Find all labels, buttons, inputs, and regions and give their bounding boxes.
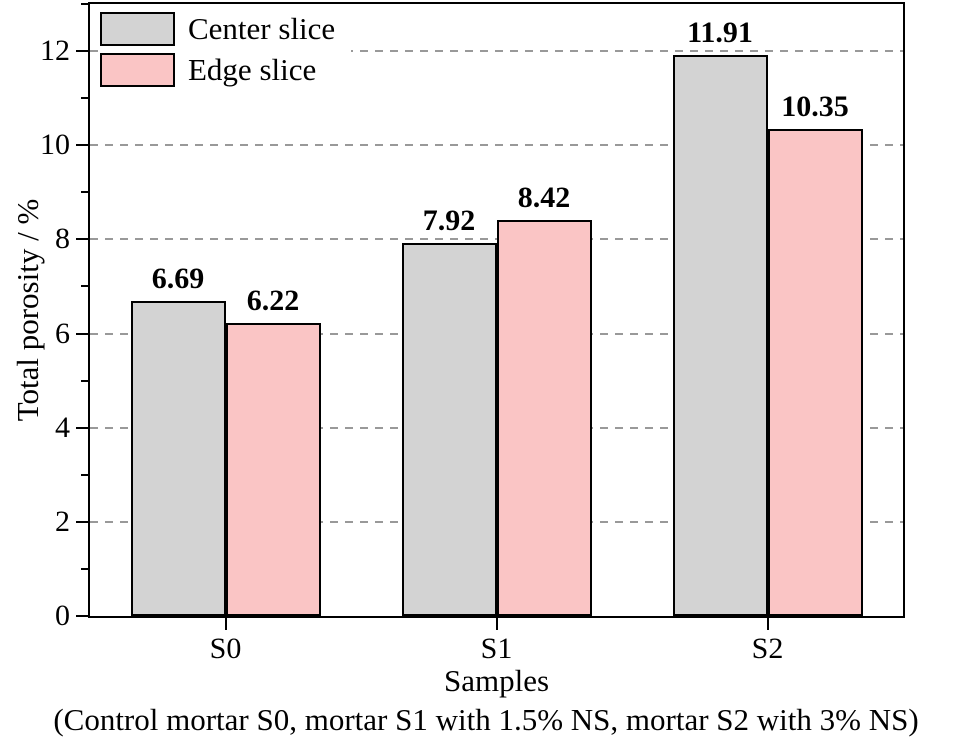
gridline-12	[90, 50, 903, 53]
legend-swatch-center-slice	[100, 12, 175, 46]
y-tick-8	[76, 238, 88, 241]
y-tick-label-12: 12	[40, 34, 70, 68]
y-minor-tick-9	[81, 191, 88, 194]
y-tick-label-2: 2	[55, 504, 70, 538]
legend-label-edge-slice: Edge slice	[188, 52, 317, 87]
gridline-10	[90, 144, 903, 147]
y-tick-label-0: 0	[55, 599, 70, 632]
bar-S1-edge-slice	[496, 219, 592, 616]
y-tick-label-8: 8	[55, 222, 70, 256]
legend-label-center-slice: Center slice	[188, 11, 336, 46]
y-tick-0	[76, 615, 88, 617]
y-tick-label-10: 10	[40, 128, 70, 162]
legend-swatch-edge-slice	[100, 53, 175, 87]
x-tick-label-S2: S2	[751, 632, 784, 665]
bar-S0-edge-slice	[225, 323, 321, 616]
bar-S2-center-slice	[672, 55, 768, 616]
figure-caption: (Control mortar S0, mortar S1 with 1.5% …	[53, 702, 919, 737]
plot-area: 6.69 6.22 7.92 8.42 11.91 10.35 Center slice …	[88, 2, 905, 618]
y-tick-label-4: 4	[55, 410, 70, 444]
bar-value-S1-edge-slice: 8.42	[517, 180, 571, 214]
bar-value-S0-edge-slice: 6.22	[246, 284, 300, 318]
y-tick-label-6: 6	[55, 316, 70, 350]
legend: Center slice Edge slice	[98, 8, 352, 91]
y-tick-10	[76, 144, 88, 147]
bar-value-S2-center-slice: 11.91	[687, 16, 753, 50]
y-minor-tick-7	[81, 285, 88, 288]
x-tick-S1	[495, 618, 498, 630]
y-tick-6	[76, 332, 88, 335]
bar-S0-center-slice	[130, 301, 226, 616]
y-tick-12	[76, 50, 88, 53]
y-minor-tick-11	[81, 97, 88, 100]
bar-S2-edge-slice	[767, 128, 863, 616]
x-tick-S2	[766, 618, 769, 630]
legend-item-edge-slice: Edge slice	[100, 52, 335, 88]
x-tick-label-S0: S0	[209, 632, 242, 665]
x-tick-S0	[224, 618, 227, 630]
y-minor-tick-1	[81, 567, 88, 570]
bar-value-S2-edge-slice: 10.35	[781, 89, 849, 123]
legend-item-center-slice: Center slice	[100, 11, 335, 47]
bar-value-S0-center-slice: 6.69	[151, 262, 205, 296]
bar-value-S1-center-slice: 7.92	[422, 204, 476, 238]
y-minor-tick-13	[81, 3, 88, 5]
x-tick-label-S1: S1	[480, 632, 513, 665]
y-minor-tick-3	[81, 473, 88, 476]
bar-S1-center-slice	[401, 243, 497, 616]
x-axis-title: Samples	[443, 663, 550, 698]
y-tick-2	[76, 520, 88, 523]
y-tick-4	[76, 426, 88, 429]
y-minor-tick-5	[81, 379, 88, 382]
